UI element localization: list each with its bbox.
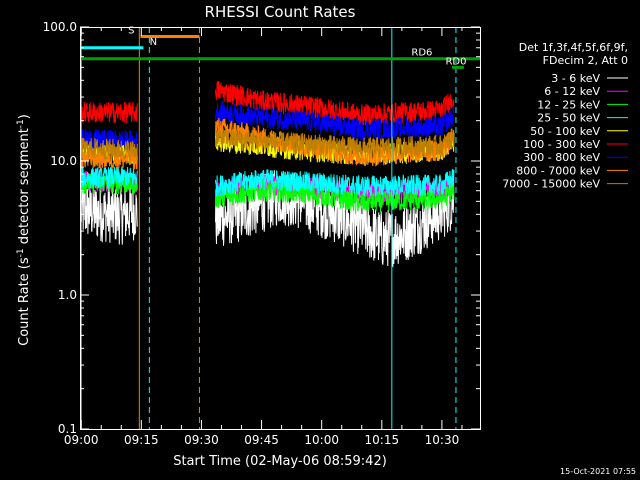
x-tick-label-5: 10:15	[365, 433, 400, 447]
legend-header-line2: FDecim 2, Att 0	[543, 54, 628, 67]
legend: Det 1f,3f,4f,5f,6f,9f, FDecim 2, Att 0 3…	[502, 41, 628, 191]
y-tick-label-2: 10.0	[50, 154, 77, 168]
legend-label-6: 300 - 800 keV	[523, 151, 600, 164]
legend-label-4: 50 - 100 keV	[530, 125, 600, 138]
legend-label-8: 7000 - 15000 keV	[502, 178, 600, 191]
series-3-segment-1	[215, 168, 455, 198]
x-tick-label-2: 09:30	[184, 433, 219, 447]
series-8-segment-1	[215, 126, 455, 159]
legend-label-2: 12 - 25 keV	[537, 98, 600, 111]
x-tick-label-1: 09:15	[124, 433, 159, 447]
series-5-segment-0	[80, 101, 138, 124]
x-axis-label: Start Time (02-May-06 08:59:42)	[173, 454, 387, 469]
series-6-segment-1	[215, 100, 455, 141]
legend-label-1: 6 - 12 keV	[544, 85, 600, 98]
chart-title: RHESSI Count Rates	[205, 3, 356, 21]
legend-label-5: 100 - 300 keV	[523, 138, 600, 151]
legend-label-7: 800 - 7000 keV	[516, 164, 600, 177]
data-layer	[80, 80, 455, 268]
y-tick-label-0: 0.1	[58, 422, 77, 436]
y-tick-label-1: 1.0	[58, 288, 77, 302]
series-8-segment-0	[80, 137, 138, 161]
legend-label-3: 25 - 50 keV	[537, 112, 600, 125]
legend-header-line1: Det 1f,3f,4f,5f,6f,9f,	[519, 41, 628, 54]
plot-frame	[80, 27, 481, 430]
series-3-segment-0	[80, 166, 138, 189]
overlay-layer: S N RD6 RD0	[80, 25, 480, 429]
x-tick-label-3: 09:45	[244, 433, 279, 447]
y-tick-label-3: 100.0	[43, 20, 77, 34]
footer-timestamp: 15-Oct-2021 07:55	[560, 467, 636, 476]
x-tick-label-6: 10:30	[425, 433, 460, 447]
legend-label-0: 3 - 6 keV	[551, 72, 600, 85]
axis-ticks: 09:00 09:15 09:30 09:45 10:00 10:15 10:30 0.1 1.…	[43, 20, 480, 447]
marker-label-2: RD6	[411, 48, 432, 59]
series-5-segment-1	[215, 80, 455, 126]
x-tick-label-0: 09:00	[64, 433, 99, 447]
marker-label-0: S	[128, 25, 134, 36]
x-tick-label-4: 10:00	[304, 433, 339, 447]
marker-label-3: RD0	[445, 56, 466, 67]
series-4-segment-1	[215, 130, 455, 166]
y-axis-label: Count Rate (s-1 detector segment-1)	[16, 114, 32, 346]
marker-label-1: N	[150, 37, 157, 48]
